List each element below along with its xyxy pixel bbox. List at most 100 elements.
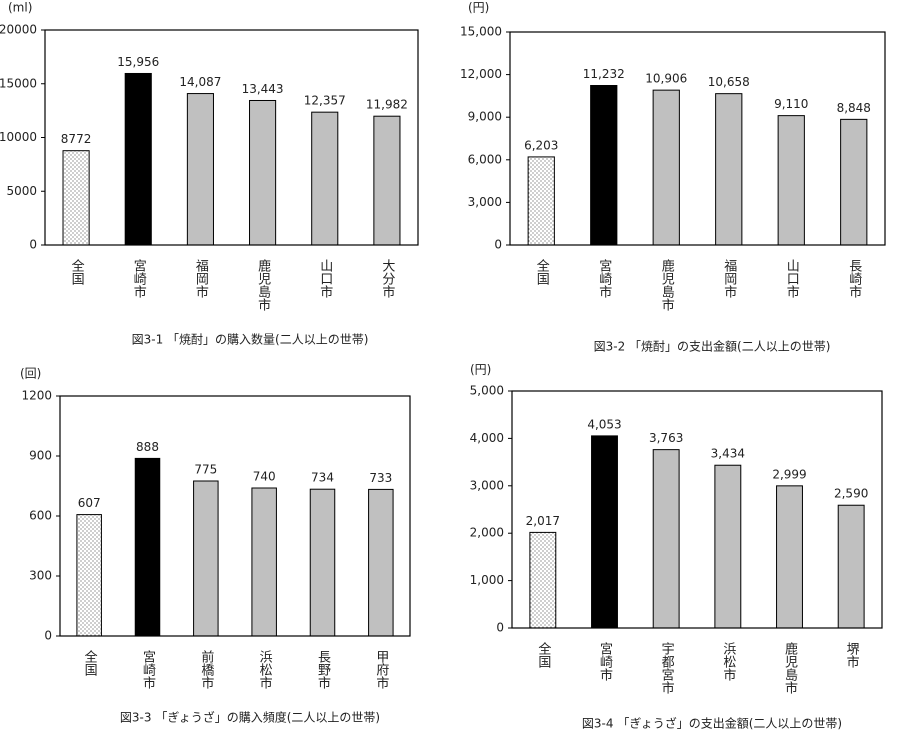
x-tick-label: 全国 (534, 258, 550, 285)
bar (840, 118, 868, 246)
unit-label: (円) (470, 363, 491, 377)
value-label: 14,087 (179, 75, 221, 89)
value-label: 733 (369, 471, 392, 485)
caption: 図3-4 「ぎょうざ」の支出金額(二人以上の世帯) (582, 716, 842, 731)
y-tick-label: 20000 (0, 23, 37, 37)
value-label: 2,999 (772, 467, 806, 481)
caption: 図3-2 「焼酎」の支出金額(二人以上の世帯) (594, 339, 831, 354)
y-tick-label: 3,000 (470, 478, 504, 492)
y-tick-label: 600 (29, 509, 52, 523)
bar (527, 156, 555, 246)
x-tick-label: 大分市 (379, 259, 395, 298)
bar (591, 435, 618, 629)
bar (715, 93, 743, 246)
plot-frame (511, 390, 883, 629)
y-tick-label: 2,000 (470, 526, 504, 540)
bar (373, 115, 401, 246)
bar (714, 464, 742, 629)
y-tick-label: 6,000 (468, 152, 502, 166)
bar (590, 85, 618, 246)
bar (311, 111, 339, 246)
value-label: 11,232 (583, 67, 625, 81)
bar (251, 487, 277, 637)
y-tick-label: 0 (29, 238, 37, 252)
y-tick-label: 12,000 (460, 67, 502, 81)
bar (76, 514, 102, 637)
x-tick-label: 山口市 (784, 259, 800, 298)
x-tick-label: 長野市 (315, 650, 331, 689)
x-tick-label: 山口市 (317, 259, 333, 298)
plot-frame (44, 29, 419, 246)
value-label: 734 (311, 471, 334, 485)
y-tick-label: 300 (29, 569, 52, 583)
x-tick-label: 堺市 (844, 642, 860, 668)
y-tick-label: 5,000 (470, 384, 504, 398)
value-label: 10,906 (645, 72, 687, 86)
y-tick-label: 0 (494, 238, 502, 252)
y-tick-label: 15,000 (460, 25, 502, 39)
bar (529, 531, 557, 629)
y-tick-label: 0 (44, 629, 52, 643)
bar (652, 89, 680, 246)
bar (652, 449, 680, 629)
value-label: 9,110 (774, 97, 808, 111)
x-tick-label: 長崎市 (846, 259, 862, 298)
value-label: 3,434 (711, 447, 745, 461)
y-tick-label: 5000 (6, 184, 37, 198)
value-label: 13,443 (242, 82, 284, 96)
x-tick-label: 全国 (82, 649, 98, 676)
plot-frame (509, 31, 886, 246)
unit-label: (回) (20, 367, 41, 381)
x-tick-label: 鹿児島市 (255, 258, 271, 311)
bar (776, 485, 803, 629)
value-label: 8772 (61, 132, 92, 146)
value-label: 2,590 (834, 487, 868, 501)
plot-frame (59, 395, 411, 637)
y-tick-label: 4,000 (470, 431, 504, 445)
x-tick-label: 宮崎市 (131, 258, 147, 298)
x-tick-label: 宮崎市 (140, 649, 156, 689)
caption: 図3-3 「ぎょうざ」の購入頻度(二人以上の世帯) (120, 710, 380, 725)
y-tick-label: 900 (29, 449, 52, 463)
y-tick-label: 1200 (21, 389, 52, 403)
value-label: 740 (253, 470, 276, 484)
value-label: 15,956 (117, 55, 159, 69)
y-tick-label: 9,000 (468, 110, 502, 124)
x-tick-label: 宮崎市 (596, 258, 612, 298)
value-label: 775 (194, 463, 217, 477)
caption: 図3-1 「焼酎」の購入数量(二人以上の世帯) (132, 332, 369, 347)
bar (249, 99, 277, 246)
x-tick-label: 浜松市 (257, 650, 273, 689)
bar (134, 457, 161, 637)
value-label: 4,053 (587, 417, 621, 431)
x-tick-label: 全国 (535, 641, 551, 668)
bar (777, 115, 805, 246)
bar (186, 93, 214, 246)
x-tick-label: 福岡市 (193, 259, 209, 298)
bar (837, 504, 865, 629)
y-tick-label: 15000 (0, 76, 37, 90)
bar (124, 72, 152, 246)
x-tick-label: 浜松市 (720, 642, 736, 681)
value-label: 12,357 (304, 94, 346, 108)
value-label: 6,203 (524, 138, 558, 152)
x-tick-label: 前橋市 (198, 649, 214, 689)
x-tick-label: 鹿児島市 (659, 258, 675, 311)
x-tick-label: 宮崎市 (597, 641, 613, 681)
y-tick-label: 3,000 (468, 195, 502, 209)
unit-label: (ml) (8, 1, 32, 15)
unit-label: (円) (468, 1, 489, 15)
bar (193, 480, 219, 637)
x-tick-label: 鹿児島市 (782, 641, 798, 694)
y-tick-label: 10000 (0, 130, 37, 144)
value-label: 3,763 (649, 431, 683, 445)
bar (368, 488, 394, 637)
x-tick-label: 福岡市 (721, 259, 737, 298)
bar (62, 150, 90, 246)
y-tick-label: 1,000 (470, 573, 504, 587)
value-label: 8,848 (837, 101, 871, 115)
value-label: 10,658 (708, 75, 750, 89)
value-label: 2,017 (526, 514, 560, 528)
bar (309, 488, 336, 637)
